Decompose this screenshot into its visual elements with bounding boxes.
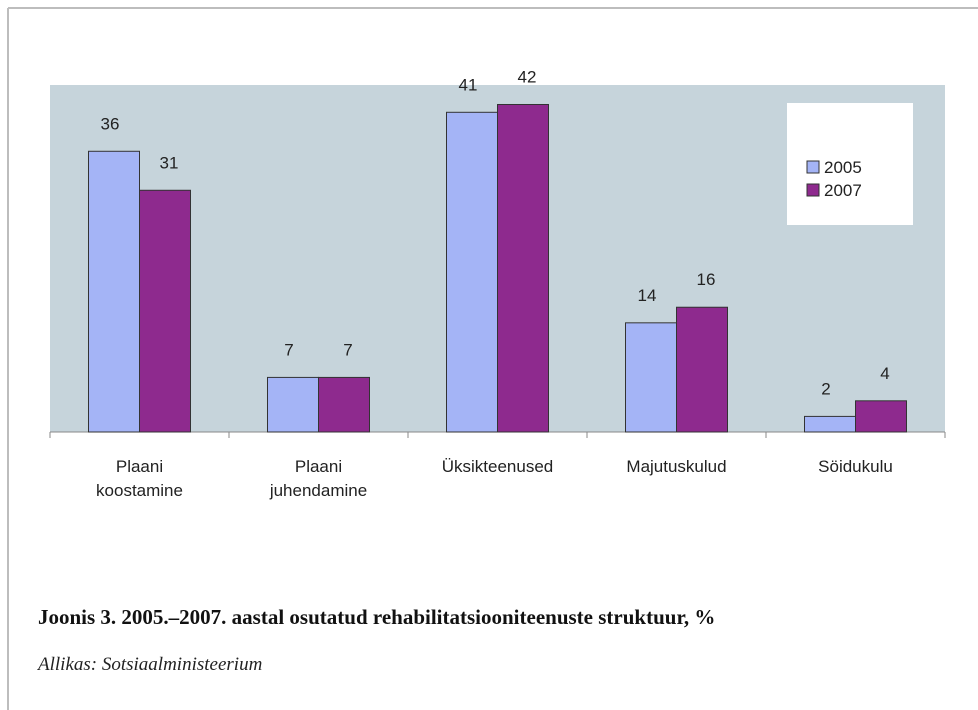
value-label: 31 bbox=[160, 153, 179, 172]
x-tick-label-line: Majutuskulud bbox=[626, 457, 726, 476]
bar bbox=[855, 400, 907, 433]
legend-swatch bbox=[806, 160, 820, 174]
bar bbox=[139, 189, 191, 433]
x-tick-label-line: Üksikteenused bbox=[442, 457, 554, 476]
value-label: 14 bbox=[638, 286, 657, 305]
legend-swatch bbox=[806, 183, 820, 197]
bar bbox=[446, 111, 498, 433]
bar bbox=[625, 322, 677, 433]
value-label: 2 bbox=[821, 379, 830, 398]
bar bbox=[267, 376, 319, 433]
value-label: 4 bbox=[880, 364, 889, 383]
caption: Joonis 3. 2005.–2007. aastal osutatud re… bbox=[38, 605, 715, 629]
value-label: 7 bbox=[284, 340, 293, 359]
bar bbox=[88, 150, 140, 433]
value-label: 16 bbox=[697, 270, 716, 289]
x-tick-label: Üksikteenused bbox=[442, 457, 554, 476]
x-tick-label: Majutuskulud bbox=[626, 457, 726, 476]
x-tick-label: Plaani koostamine bbox=[96, 457, 183, 500]
bar bbox=[804, 415, 856, 433]
legend-label: 2005 bbox=[824, 158, 862, 177]
bar bbox=[497, 103, 549, 433]
value-label: 41 bbox=[459, 75, 478, 94]
x-tick-label-line: koostamine bbox=[96, 481, 183, 500]
bar bbox=[318, 376, 370, 433]
x-tick-label-line: juhendamine bbox=[269, 481, 367, 500]
bar bbox=[676, 306, 728, 433]
value-label: 36 bbox=[101, 114, 120, 133]
value-label: 42 bbox=[518, 67, 537, 86]
x-tick-label-line: Plaani bbox=[116, 457, 163, 476]
legend-label: 2007 bbox=[824, 181, 862, 200]
x-tick-label-line: Söidukulu bbox=[818, 457, 893, 476]
value-label: 7 bbox=[343, 340, 352, 359]
x-tick-label: Plaani juhendamine bbox=[269, 457, 367, 500]
x-tick-label: Söidukulu bbox=[818, 457, 893, 476]
source: Allikas: Sotsiaalministeerium bbox=[36, 654, 262, 675]
x-tick-label-line: Plaani bbox=[295, 457, 342, 476]
